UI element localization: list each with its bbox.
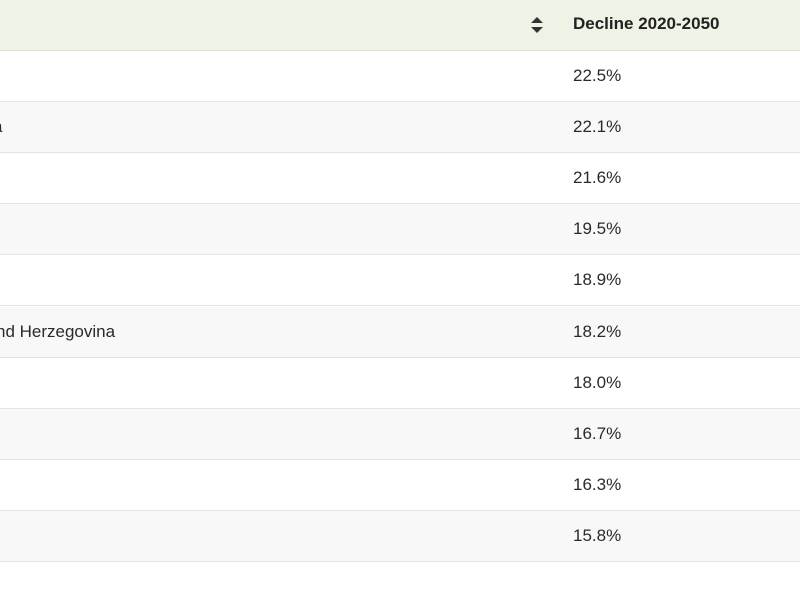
data-table: Decline 2020-2050 22.5% a 22.1% 21.6% 19.5% 1… [0, 0, 800, 562]
table-row: 22.5% [0, 51, 800, 102]
cell-decline: 18.0% [573, 372, 622, 392]
cell-decline: 21.6% [573, 168, 622, 188]
sort-updown-icon[interactable] [530, 16, 544, 34]
cell-decline: 15.8% [573, 525, 622, 545]
table-row: 21.6% [0, 153, 800, 205]
cell-decline: 22.5% [573, 66, 622, 85]
column-header-decline[interactable]: Decline 2020-2050 [573, 14, 720, 33]
cell-decline: 22.1% [573, 117, 622, 137]
page-bottom-space [0, 562, 800, 599]
table-row: 18.9% [0, 255, 800, 307]
table-row: 19.5% [0, 204, 800, 256]
cell-decline: 18.2% [573, 321, 622, 341]
cell-country: nd Herzegovina [0, 321, 116, 341]
table-row: 15.8% [0, 510, 800, 562]
cell-decline: 16.3% [573, 474, 622, 494]
table-row: 16.7% [0, 408, 800, 460]
cell-decline: 19.5% [573, 219, 622, 239]
table-row: a 22.1% [0, 102, 800, 154]
table-row: 18.0% [0, 357, 800, 409]
table-row: nd Herzegovina 18.2% [0, 306, 800, 358]
cell-country: a [0, 117, 2, 137]
table-row: 16.3% [0, 459, 800, 511]
cell-decline: 16.7% [573, 423, 622, 443]
cell-decline: 18.9% [573, 270, 622, 290]
table-header-row: Decline 2020-2050 [0, 0, 800, 51]
